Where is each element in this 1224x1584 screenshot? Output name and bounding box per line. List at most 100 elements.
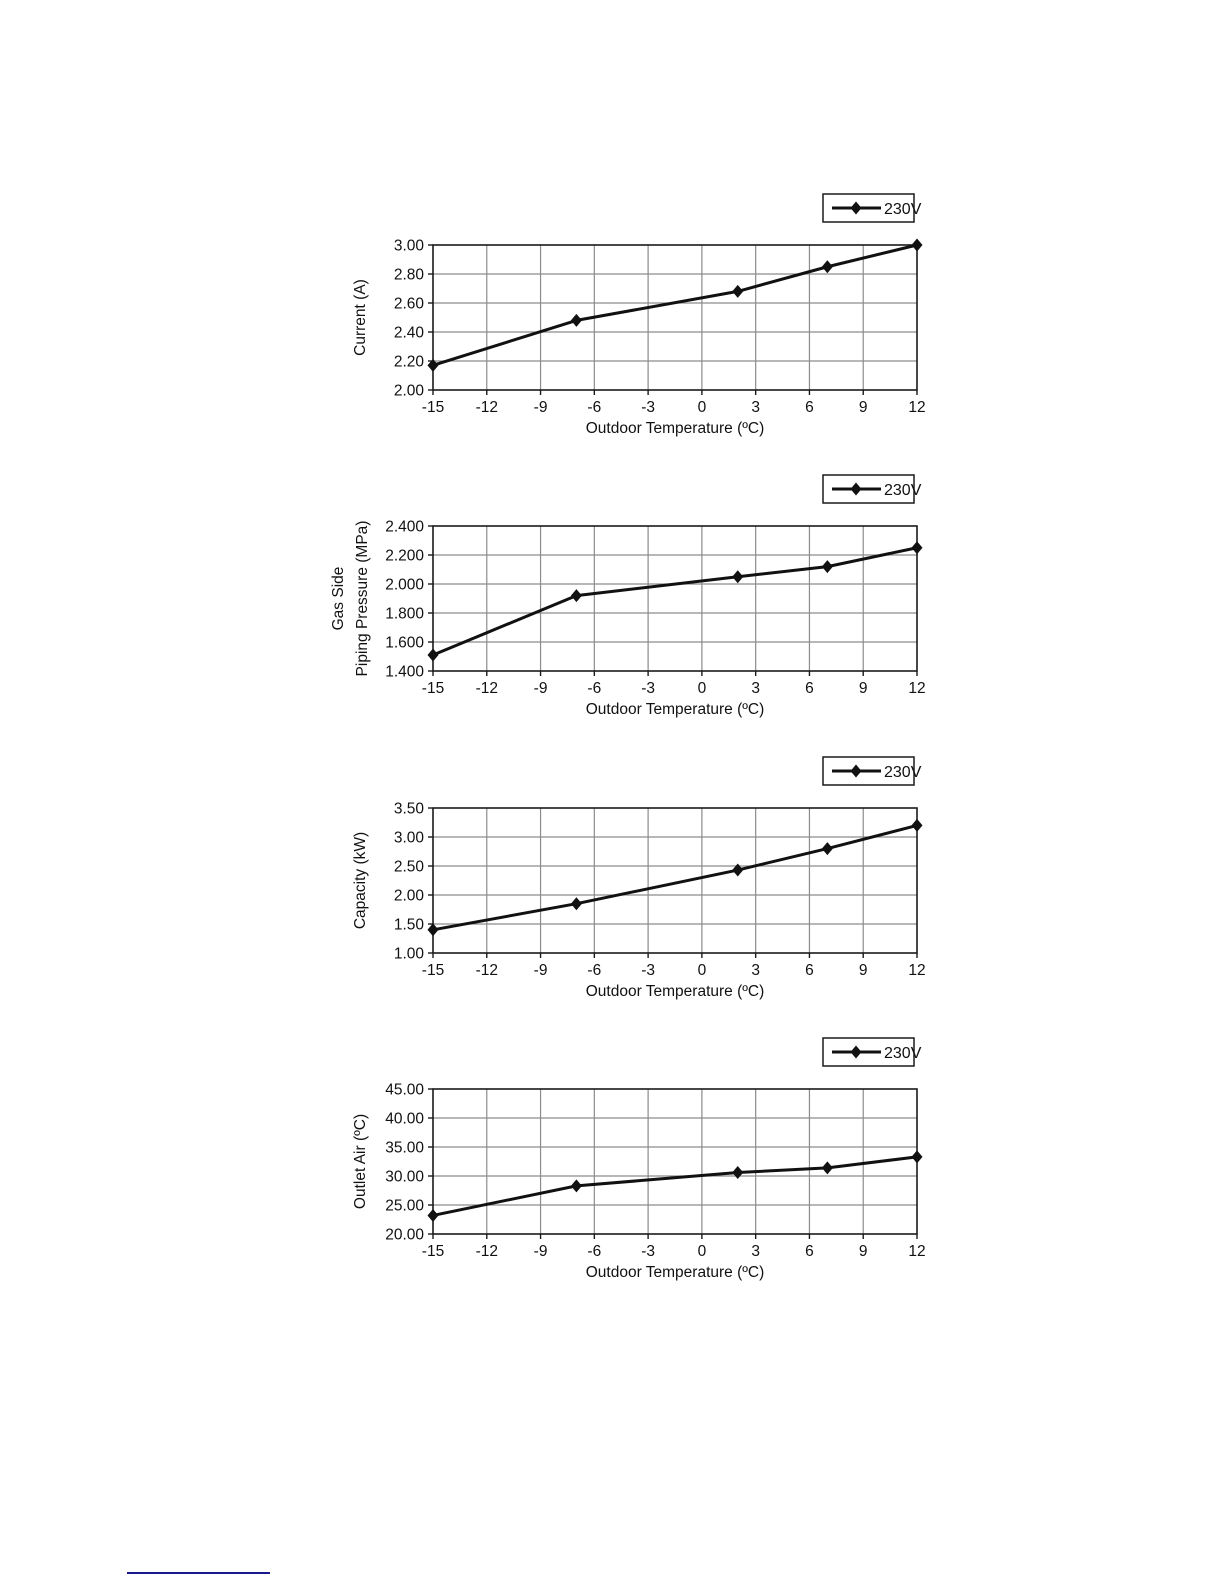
- y-axis-tick-label: 2.200: [385, 548, 424, 565]
- data-point-marker: [911, 238, 923, 252]
- chart-canvas: 3.50 3.00 2.50 2.00 1.50 1.00-15 -12 -9 -6 -3 0 3 6 9…: [352, 756, 926, 1000]
- x-axis-tick-label: 3: [751, 962, 760, 979]
- x-axis-tick-label: -3: [641, 680, 655, 697]
- x-axis-tick-label: -12: [476, 962, 498, 979]
- x-axis-tick-label: 0: [698, 1243, 707, 1260]
- y-axis-title: Gas Side: [330, 567, 347, 631]
- data-point-marker: [427, 923, 439, 937]
- series-line-230v: [431, 243, 919, 367]
- x-axis-tick-label: 6: [805, 962, 814, 979]
- data-point-marker: [570, 1179, 582, 1193]
- y-axis-tick-label: 2.400: [385, 519, 424, 536]
- data-point-marker: [570, 313, 582, 327]
- y-axis-tick-label: 2.60: [394, 296, 425, 313]
- x-axis-tick-label: -9: [534, 962, 548, 979]
- plot-border: [432, 1088, 918, 1235]
- chart-canvas: 3.00 2.80 2.60 2.40 2.20 2.00-15 -12 -9 -6 -3 0 3 6 9…: [352, 193, 926, 437]
- gridlines: [433, 245, 917, 390]
- x-axis-tick-label: 6: [805, 399, 814, 416]
- x-axis-tick-label: -3: [641, 962, 655, 979]
- chart-outlet-air-vs-outdoor-temp: 45.00 40.00 35.00 30.00 25.00 20.00 -15 -12 -9 -6…: [330, 1029, 950, 1289]
- y-axis-tick-label: 2.40: [394, 325, 425, 342]
- x-axis-tick-label: 6: [805, 680, 814, 697]
- data-point-marker: [821, 260, 833, 274]
- x-axis-tick-label: -3: [641, 1243, 655, 1260]
- legend: 230V: [822, 193, 922, 223]
- x-axis-tick-label: -3: [641, 399, 655, 416]
- y-axis-tick-label: 2.00: [394, 888, 425, 905]
- y-axis-tick-label: 3.00: [394, 238, 425, 255]
- data-point-marker: [427, 1208, 439, 1222]
- x-axis-tick-label: 9: [859, 680, 868, 697]
- data-point-marker: [732, 863, 744, 877]
- chart-canvas: 45.00 40.00 35.00 30.00 25.00 20.00-15 -12 -9 -6…: [352, 1037, 926, 1281]
- x-axis-title: Outdoor Temperature (ºC): [586, 701, 765, 718]
- data-point-marker: [821, 1161, 833, 1175]
- legend-marker-icon: [850, 201, 862, 215]
- y-axis-tick-label: 35.00: [385, 1140, 424, 1157]
- data-point-marker: [732, 570, 744, 584]
- x-axis-tick-label: 12: [908, 962, 925, 979]
- x-axis-tick-label: -12: [476, 1243, 498, 1260]
- series-markers: [427, 541, 923, 662]
- legend: 230V: [822, 756, 922, 786]
- x-axis-title: Outdoor Temperature (ºC): [586, 1264, 765, 1281]
- x-axis-tick-label: -6: [587, 1243, 601, 1260]
- y-axis-tick-label: 1.800: [385, 606, 424, 623]
- plot-border: [432, 807, 918, 954]
- series-line-230v: [431, 546, 919, 657]
- y-axis-title: Capacity (kW): [352, 832, 369, 929]
- y-axis-tick-label: 1.00: [394, 946, 425, 963]
- y-axis-tick-label: 2.80: [394, 267, 425, 284]
- y-axis-tick-label: 3.50: [394, 801, 425, 818]
- y-axis-tick-label: 2.50: [394, 859, 425, 876]
- y-axis-tick-label: 2.000: [385, 577, 424, 594]
- y-axis-tick-label: 1.50: [394, 917, 425, 934]
- x-axis-tick-label: 9: [859, 962, 868, 979]
- x-axis-tick-label: 3: [751, 680, 760, 697]
- x-axis-tick-label: 0: [698, 680, 707, 697]
- y-axis-title: Piping Pressure (MPa): [354, 521, 371, 677]
- y-axis-tick-label: 2.00: [394, 383, 425, 400]
- axis-ticks: [428, 807, 918, 958]
- data-point-marker: [911, 1150, 923, 1164]
- x-axis-tick-label: 12: [908, 1243, 925, 1260]
- series-line-230v: [431, 823, 919, 932]
- x-axis-tick-label: 3: [751, 1243, 760, 1260]
- legend-series-label: 230V: [884, 201, 922, 218]
- y-axis-tick-label: 2.20: [394, 354, 425, 371]
- data-point-marker: [427, 648, 439, 662]
- data-point-marker: [911, 541, 923, 555]
- axis-ticks: [428, 244, 918, 395]
- plot-border: [432, 525, 918, 672]
- x-axis-tick-label: -12: [476, 680, 498, 697]
- chart-current-vs-outdoor-temp: 3.00 2.80 2.60 2.40 2.20 2.00 -15 -12 -9 -6 -3 0 3 6 9…: [330, 185, 950, 445]
- x-axis-title: Outdoor Temperature (ºC): [586, 983, 765, 1000]
- x-axis-tick-label: 9: [859, 399, 868, 416]
- y-axis-tick-label: 25.00: [385, 1198, 424, 1215]
- chart-gas-side-piping-pressure-vs-outdoor-temp: 2.400 2.200 2.000 1.800 1.600 1.400 -15 -12 -9 -6…: [330, 466, 950, 726]
- data-point-marker: [427, 358, 439, 372]
- data-point-marker: [821, 560, 833, 574]
- data-point-marker: [732, 284, 744, 298]
- chart-capacity-vs-outdoor-temp: 3.50 3.00 2.50 2.00 1.50 1.00 -15 -12 -9 -6 -3 0 3 6 9…: [330, 748, 950, 1008]
- chart-canvas: 2.400 2.200 2.000 1.800 1.600 1.400-15 -12 -9 -6…: [330, 474, 926, 718]
- x-axis-tick-label: 3: [751, 399, 760, 416]
- y-axis-tick-label: 1.400: [385, 664, 424, 681]
- data-point-marker: [732, 1166, 744, 1180]
- gridlines: [433, 526, 917, 671]
- data-point-marker: [821, 842, 833, 856]
- x-axis-tick-label: -6: [587, 680, 601, 697]
- footer-rule: [127, 1572, 270, 1574]
- legend-marker-icon: [850, 764, 862, 778]
- legend-marker-icon: [850, 482, 862, 496]
- x-axis-tick-label: -9: [534, 680, 548, 697]
- y-axis-title: Outlet Air (ºC): [352, 1114, 369, 1209]
- x-axis-title: Outdoor Temperature (ºC): [586, 420, 765, 437]
- x-axis-tick-label: 0: [698, 399, 707, 416]
- x-axis-tick-label: 9: [859, 1243, 868, 1260]
- series-markers: [427, 818, 923, 937]
- x-axis-tick-label: -15: [422, 962, 444, 979]
- series-line-230v: [431, 1155, 919, 1217]
